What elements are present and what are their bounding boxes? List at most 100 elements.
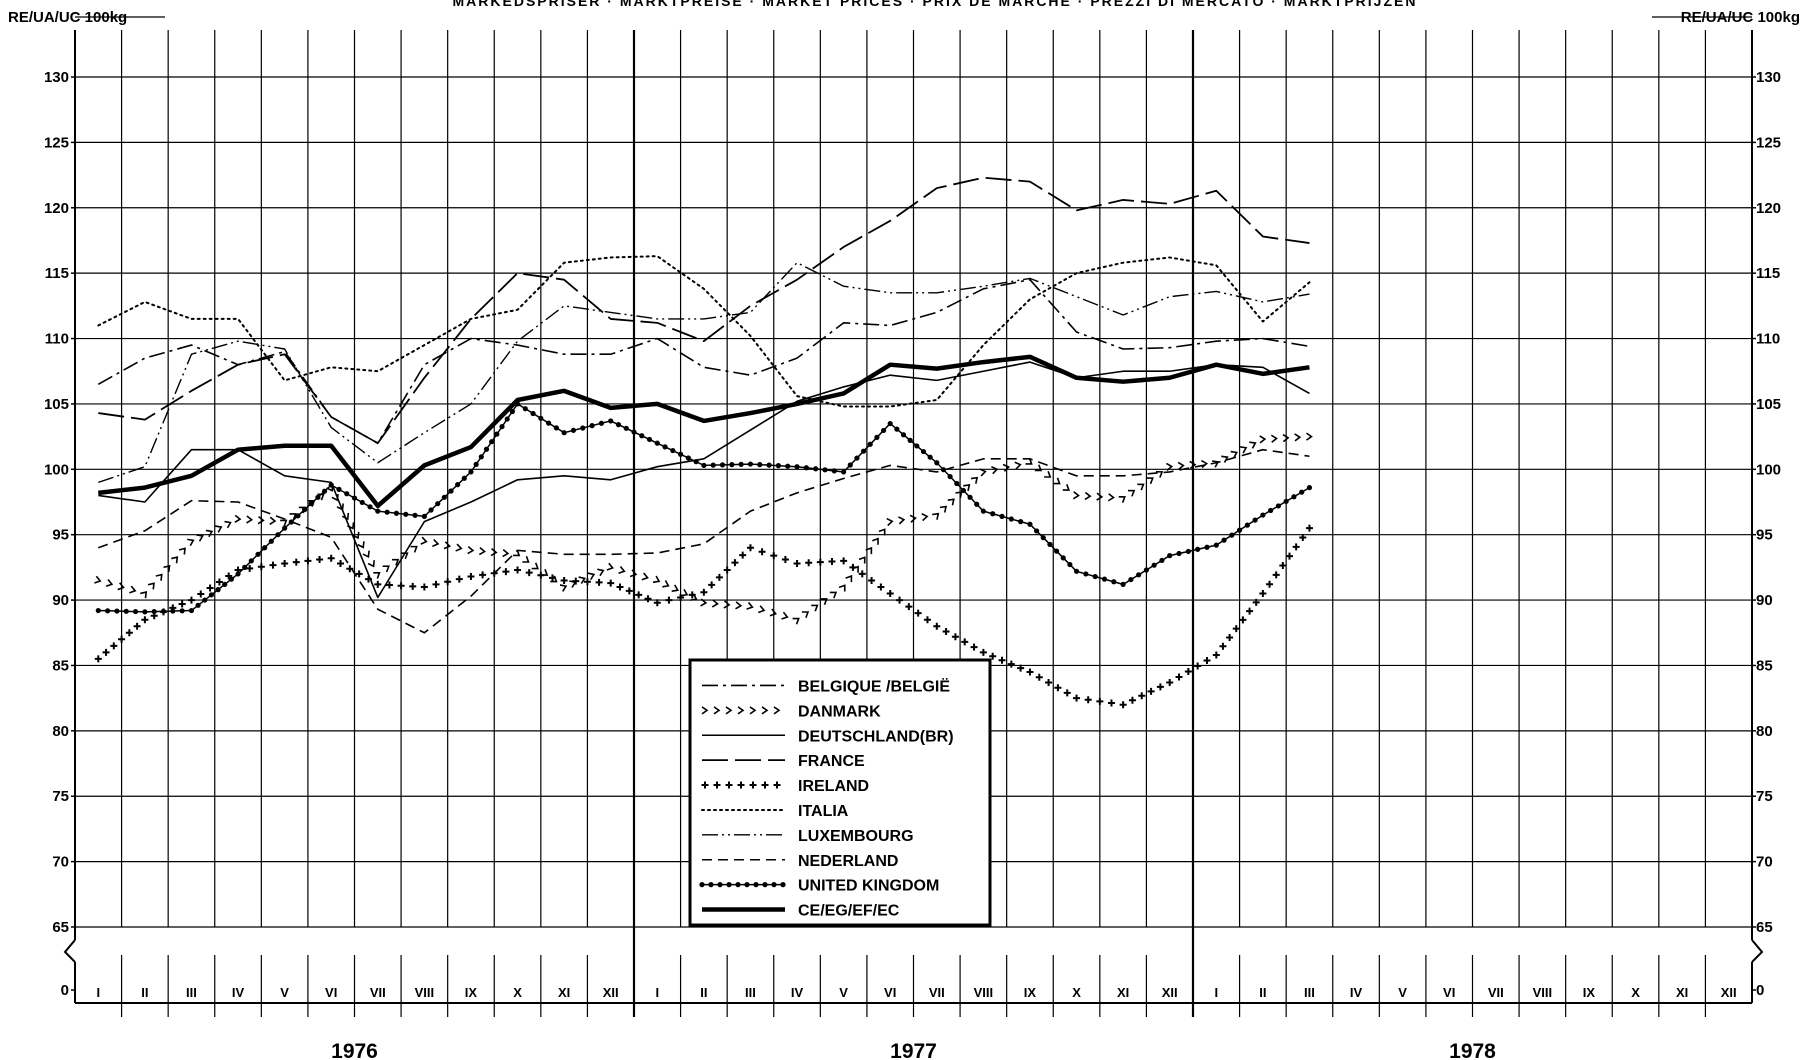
series-point <box>898 516 906 525</box>
series-point <box>1083 571 1089 577</box>
series-point <box>1002 463 1011 472</box>
y-tick-label-right: 70 <box>1756 854 1773 871</box>
y-tick-label-right: 90 <box>1756 592 1773 609</box>
series-point <box>1275 503 1282 509</box>
series-point <box>849 563 857 571</box>
series-point <box>1053 548 1060 554</box>
x-tick-label: IX <box>1024 985 1037 1000</box>
series-point <box>700 588 708 596</box>
series-point <box>900 432 907 438</box>
series-point <box>478 547 486 556</box>
series-point <box>607 579 615 587</box>
legend-swatch <box>749 706 757 715</box>
series-point <box>202 597 208 603</box>
series-point <box>805 559 813 567</box>
series-point <box>1213 542 1219 548</box>
series-point <box>317 493 325 501</box>
legend-label: BELGIQUE /BELGIË <box>798 677 950 695</box>
series-point <box>1221 537 1227 543</box>
legend-swatch <box>713 706 721 715</box>
series-point <box>1118 496 1126 503</box>
series-point <box>522 406 528 412</box>
series-point <box>914 609 922 617</box>
series-point <box>275 532 281 538</box>
series-point <box>1252 517 1258 523</box>
series-point <box>132 608 139 615</box>
series-point <box>1073 568 1080 574</box>
series-line <box>98 176 1310 445</box>
series-point <box>1047 541 1053 548</box>
series-point <box>151 608 157 615</box>
legend-swatch <box>773 781 781 789</box>
series-point <box>1137 483 1145 491</box>
series-point <box>513 549 521 557</box>
series-point <box>1072 491 1080 500</box>
series-point <box>102 648 110 656</box>
series-point <box>758 548 766 556</box>
series-point <box>631 429 637 435</box>
series-point <box>654 440 660 446</box>
series-point <box>909 514 917 523</box>
legend-label: ITALIA <box>798 803 849 820</box>
series-point <box>1194 662 1202 670</box>
series-line <box>98 448 1310 634</box>
series-point <box>1151 562 1157 568</box>
series-point <box>215 587 221 593</box>
legend-label: UNITED KINGDOM <box>798 878 939 895</box>
series-point <box>489 439 495 445</box>
series-point <box>341 512 350 521</box>
series-point <box>315 494 321 500</box>
series-point <box>933 622 941 630</box>
y-tick-label-left: 120 <box>44 200 69 217</box>
series-point <box>1119 701 1127 709</box>
series-point <box>1219 642 1227 650</box>
series-point <box>688 591 696 599</box>
series-point <box>1007 660 1015 668</box>
series-point <box>336 486 342 492</box>
series-point <box>652 575 661 584</box>
series-point <box>811 604 819 612</box>
series-point <box>641 572 649 581</box>
legend-label: LUXEMBOURG <box>798 828 914 845</box>
series-point <box>896 596 904 604</box>
series-point <box>801 611 810 619</box>
series-point <box>874 434 880 440</box>
series-point <box>473 461 479 467</box>
series-point <box>1040 535 1046 541</box>
series-point <box>142 609 148 615</box>
series-point <box>738 461 744 467</box>
series-ce-eg-ef-ec <box>98 354 1310 509</box>
series-point <box>1283 498 1289 504</box>
x-tick-label: IV <box>1350 985 1363 1000</box>
series-point <box>561 430 567 436</box>
series-point <box>1127 489 1136 497</box>
series-point <box>95 607 101 614</box>
series-point <box>514 566 522 574</box>
series-point <box>731 559 739 567</box>
y-tick-label-right: 100 <box>1756 461 1781 478</box>
series-point <box>1034 528 1040 534</box>
legend-swatch <box>749 781 757 789</box>
series-point <box>537 571 545 579</box>
series-point <box>295 513 301 519</box>
y-tick-label-right: 125 <box>1756 134 1781 151</box>
series-point <box>1239 446 1248 454</box>
series-point <box>197 590 205 598</box>
series-point <box>195 602 201 608</box>
legend-swatch-point <box>726 882 732 888</box>
series-point <box>1200 459 1209 469</box>
series-point <box>548 574 556 582</box>
series-point <box>94 655 102 663</box>
series-point <box>587 572 596 581</box>
series-point <box>927 454 933 460</box>
series-point <box>94 575 102 584</box>
series-point <box>961 638 969 646</box>
series-point <box>894 426 900 432</box>
series-point <box>432 580 440 588</box>
series-luxembourg <box>98 261 1310 484</box>
series-point <box>670 447 676 454</box>
series-point <box>178 547 186 555</box>
x-tick-label: IX <box>1583 985 1596 1000</box>
series-deutschland-br <box>98 361 1310 599</box>
series-point <box>123 608 129 614</box>
